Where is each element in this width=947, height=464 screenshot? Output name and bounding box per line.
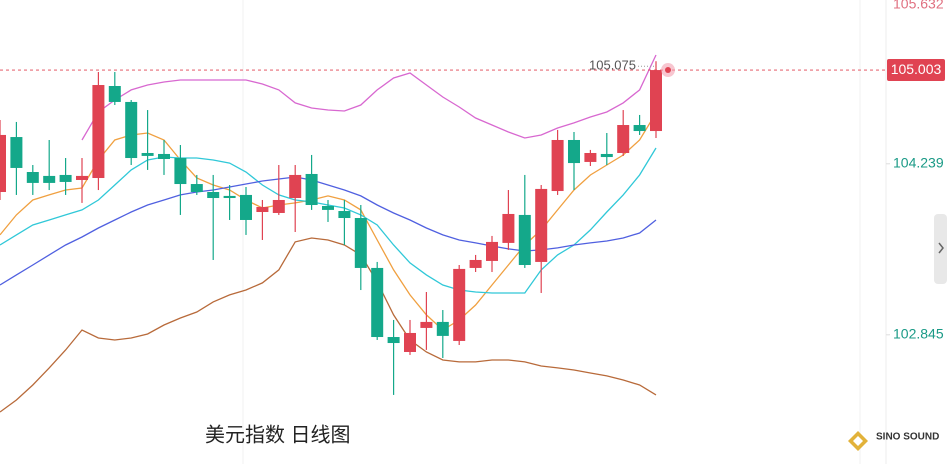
candle-body	[289, 174, 302, 199]
y-tick-label: 104.239	[893, 154, 944, 170]
candle-body	[551, 139, 564, 192]
high-label: 105.632	[893, 0, 944, 12]
candle-body	[338, 211, 351, 219]
candle-body	[404, 332, 416, 352]
candle-body	[584, 152, 597, 162]
candle-body	[371, 267, 384, 338]
side-panel-toggle[interactable]	[934, 214, 947, 284]
candle-body	[256, 206, 269, 213]
candle-body	[354, 218, 367, 268]
candle-body	[26, 172, 39, 183]
candle-body	[223, 195, 236, 199]
candle-body	[108, 86, 121, 102]
y-tick-label: 102.845	[893, 326, 944, 342]
logo-text: SINO SOUND	[876, 432, 939, 443]
chevron-icon	[938, 242, 944, 254]
candle-body	[174, 158, 187, 185]
last-price-dot	[665, 67, 671, 74]
logo-icon	[853, 436, 863, 446]
candle-body	[272, 199, 285, 213]
candle-body	[600, 153, 613, 158]
plot: 105.075	[0, 54, 886, 413]
candle-body	[207, 192, 220, 199]
candle-body	[420, 321, 433, 328]
candle-body	[141, 152, 154, 156]
candle-body	[240, 194, 252, 220]
candle-body	[158, 153, 170, 160]
candle-body	[76, 175, 88, 180]
candle-body	[502, 213, 515, 243]
candle-body	[486, 241, 498, 261]
candle-body	[190, 184, 203, 193]
candle-body	[633, 125, 646, 132]
candle-body	[59, 174, 72, 182]
candle-body	[43, 175, 56, 183]
candle-body	[0, 134, 6, 193]
indicator-line	[81, 54, 657, 141]
candle-body	[617, 125, 630, 153]
last-price-box	[887, 59, 945, 82]
candle-body	[469, 259, 482, 268]
indicator-line	[0, 237, 657, 413]
last-price-label: 105.003	[891, 61, 942, 77]
logo: SINO SOUND	[848, 431, 939, 451]
high-annotation: 105.075	[589, 58, 636, 73]
candle-body	[650, 70, 662, 132]
candle-body	[453, 268, 466, 341]
candle-body	[568, 139, 580, 164]
candle-body	[518, 214, 531, 266]
chart-title: 美元指数 日线图	[205, 423, 351, 446]
candle-body	[436, 321, 449, 336]
candle-body	[92, 85, 105, 179]
candle-body	[10, 137, 23, 168]
candle-body	[125, 101, 138, 159]
candle-body	[305, 173, 318, 206]
candle-body	[387, 337, 400, 344]
candle-body	[322, 205, 334, 210]
candle-body	[535, 188, 548, 262]
